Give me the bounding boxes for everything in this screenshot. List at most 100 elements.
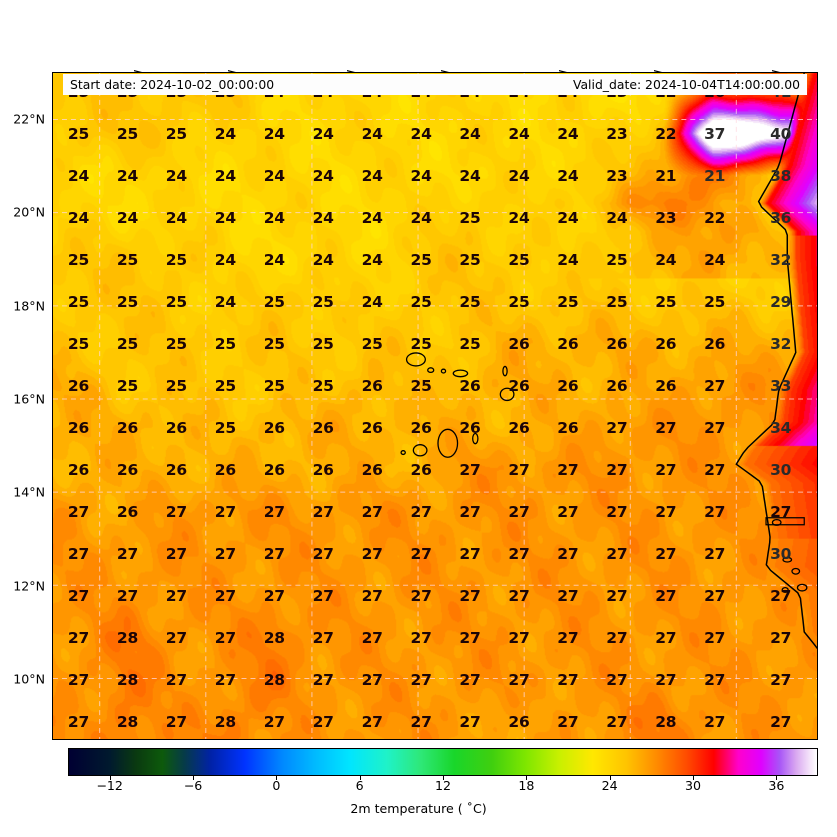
grid-value-r14-c8: 27 xyxy=(459,671,481,690)
grid-value-r5-c6: 24 xyxy=(361,292,383,311)
grid-value-r4-c10: 24 xyxy=(557,250,579,269)
grid-value-r2-c11: 23 xyxy=(606,166,628,185)
grid-value-r15-c6: 27 xyxy=(361,713,383,732)
colorbar-tick-0: −12 xyxy=(96,778,123,793)
grid-value-r2-c9: 24 xyxy=(508,166,530,185)
colorbar-tick-6: 24 xyxy=(601,778,618,793)
grid-value-r5-c4: 25 xyxy=(263,292,285,311)
grid-value-r10-c3: 27 xyxy=(214,503,236,522)
grid-value-r10-c13: 27 xyxy=(704,503,726,522)
grid-value-r8-c13: 27 xyxy=(704,419,726,437)
grid-value-r14-c0: 27 xyxy=(67,671,90,690)
grid-value-r2-c10: 24 xyxy=(557,166,579,185)
grid-value-r8-c6: 26 xyxy=(361,419,383,437)
grid-value-r9-c13: 27 xyxy=(704,461,726,480)
grid-value-r7-c9: 26 xyxy=(508,377,530,395)
grid-value-r7-c7: 25 xyxy=(410,377,432,395)
grid-value-r13-c14: 27 xyxy=(770,629,792,648)
grid-value-r4-c14: 32 xyxy=(770,250,792,269)
colorbar-tick-8: 36 xyxy=(768,778,785,793)
grid-value-r15-c10: 27 xyxy=(557,713,579,732)
grid-value-r10-c2: 27 xyxy=(165,503,187,522)
grid-value-r1-c14: 40 xyxy=(770,124,792,143)
grid-value-r9-c5: 26 xyxy=(312,461,334,480)
grid-value-r1-c2: 25 xyxy=(165,124,187,143)
grid-value-r15-c11: 27 xyxy=(606,713,628,732)
colorbar-tick-mark-2 xyxy=(276,776,278,780)
grid-value-r7-c0: 26 xyxy=(67,377,90,395)
grid-value-r1-c8: 24 xyxy=(459,124,481,143)
grid-value-r8-c9: 26 xyxy=(508,419,530,437)
grid-value-r5-c9: 25 xyxy=(508,292,530,311)
grid-value-r3-c13: 22 xyxy=(704,208,726,227)
grid-value-r8-c11: 27 xyxy=(606,419,628,437)
map-plot-area[interactable]: 2525252524242424242424232226412525252424… xyxy=(52,72,818,740)
grid-value-r13-c0: 27 xyxy=(67,629,90,648)
colorbar-tick-3: 6 xyxy=(355,778,364,793)
colorbar-tick-mark-1 xyxy=(193,776,194,780)
grid-value-r7-c11: 26 xyxy=(606,377,628,395)
grid-value-r13-c7: 27 xyxy=(410,629,432,648)
grid-value-r9-c4: 26 xyxy=(263,461,285,480)
grid-value-r4-c9: 25 xyxy=(508,250,530,269)
grid-value-r2-c0: 24 xyxy=(67,166,90,185)
grid-value-r7-c14: 33 xyxy=(770,377,792,395)
grid-value-r5-c0: 25 xyxy=(67,292,90,311)
grid-value-r11-c12: 27 xyxy=(655,545,677,564)
grid-value-r4-c13: 24 xyxy=(704,250,726,269)
grid-value-r12-c5: 27 xyxy=(312,587,334,606)
grid-value-r15-c14: 27 xyxy=(770,713,792,732)
grid-value-r10-c10: 27 xyxy=(557,503,579,522)
grid-value-r9-c10: 27 xyxy=(557,461,579,480)
grid-value-r13-c2: 27 xyxy=(165,629,187,648)
colorbar-tick-mark-3 xyxy=(359,776,361,780)
grid-value-r12-c6: 27 xyxy=(361,587,383,606)
grid-value-r2-c14: 38 xyxy=(770,166,792,185)
grid-value-r12-c3: 27 xyxy=(214,587,236,606)
grid-value-r9-c14: 30 xyxy=(770,461,792,480)
grid-value-r4-c7: 25 xyxy=(410,250,432,269)
grid-value-r1-c9: 24 xyxy=(508,124,530,143)
y-tick-label-5: 12°N xyxy=(13,578,45,594)
grid-value-r6-c0: 25 xyxy=(67,334,90,353)
grid-value-r6-c7: 25 xyxy=(410,334,432,353)
grid-value-r1-c11: 23 xyxy=(606,124,628,143)
grid-value-r11-c4: 27 xyxy=(263,545,285,564)
grid-value-r5-c5: 25 xyxy=(312,292,334,311)
grid-value-r11-c14: 30 xyxy=(770,545,792,564)
grid-value-r8-c1: 26 xyxy=(116,419,139,437)
grid-value-r11-c0: 27 xyxy=(67,545,90,564)
colorbar-tick-mark-4 xyxy=(443,776,444,780)
grid-value-r6-c12: 26 xyxy=(655,334,677,353)
grid-value-r6-c10: 26 xyxy=(557,334,579,353)
grid-value-r5-c7: 25 xyxy=(410,292,432,311)
grid-value-r8-c2: 26 xyxy=(165,419,187,437)
grid-value-r4-c1: 25 xyxy=(116,250,139,269)
colorbar-tick-mark-7 xyxy=(693,776,694,780)
grid-value-r12-c0: 27 xyxy=(67,587,90,606)
grid-value-r2-c8: 24 xyxy=(459,166,481,185)
grid-value-r10-c8: 27 xyxy=(459,503,481,522)
grid-value-r5-c12: 25 xyxy=(655,292,677,311)
grid-value-r4-c5: 24 xyxy=(312,250,334,269)
grid-value-r14-c6: 27 xyxy=(361,671,383,690)
grid-value-r15-c12: 28 xyxy=(655,713,677,732)
grid-value-r14-c4: 28 xyxy=(263,671,285,690)
grid-value-r12-c2: 27 xyxy=(165,587,187,606)
grid-value-r7-c1: 25 xyxy=(116,377,139,395)
grid-value-r5-c1: 25 xyxy=(116,292,139,311)
grid-value-r4-c6: 24 xyxy=(361,250,383,269)
colorbar-container[interactable]: −12 −6 0 6 12 18 24 30 36 xyxy=(68,748,818,793)
grid-value-r3-c3: 24 xyxy=(214,208,236,227)
grid-value-r5-c10: 25 xyxy=(557,292,579,311)
grid-value-r8-c4: 26 xyxy=(263,419,285,437)
grid-value-r14-c14: 27 xyxy=(770,671,792,690)
grid-value-r12-c13: 27 xyxy=(704,587,726,606)
grid-value-r9-c12: 27 xyxy=(655,461,677,480)
grid-value-r4-c8: 25 xyxy=(459,250,481,269)
grid-value-r15-c7: 27 xyxy=(410,713,432,732)
grid-value-r9-c6: 26 xyxy=(361,461,383,480)
grid-value-r11-c2: 27 xyxy=(165,545,187,564)
grid-value-annotations: 2525252524242424242424232226412525252424… xyxy=(53,73,817,739)
grid-value-r6-c6: 25 xyxy=(361,334,383,353)
